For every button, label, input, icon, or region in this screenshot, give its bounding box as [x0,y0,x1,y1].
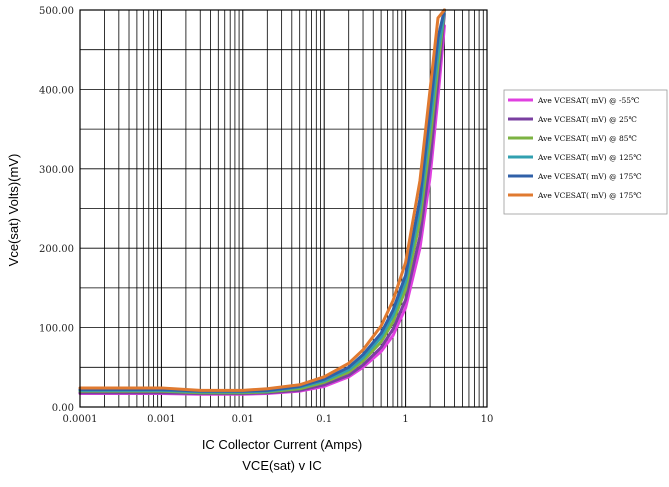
legend-box [503,89,668,215]
legend-label-2: Ave VCESAT( mV) @ 25℃ [537,115,637,124]
x-tick-label: 0.01 [232,414,254,425]
y-tick-label: 100.00 [39,324,74,335]
chart-title: VCE(sat) v IC [242,458,321,473]
legend-label-5: Ave VCESAT( mV) @ 175℃ [537,172,642,181]
y-tick-label: 0.00 [52,403,74,414]
x-tick-label: 10 [481,414,494,425]
plot-border [79,9,488,408]
grid [79,9,487,408]
y-tick-label: 300.00 [39,165,74,176]
legend-label-3: Ave VCESAT( mV) @ 85℃ [537,134,637,143]
series-line-6 [78,8,446,392]
x-tick-label: 0.0001 [63,414,98,425]
x-tick-labels: 0.0001 0.001 0.01 0.1 1 10 [63,414,494,425]
legend: Ave VCESAT( mV) @ -55℃ Ave VCESAT( mV) @ … [503,89,668,215]
x-tick-label: 0.001 [147,414,176,425]
x-tick-label: 0.1 [316,414,332,425]
y-tick-label: 200.00 [39,244,74,255]
x-tick-label: 1 [402,414,408,425]
legend-label-4: Ave VCESAT( mV) @ 125℃ [537,153,642,162]
x-axis-title: IC Collector Current (Amps) [202,437,362,452]
y-tick-label: 400.00 [39,85,74,96]
y-axis-title: Vce(sat) Volts)(mV) [6,154,21,267]
legend-label-6: Ave VCESAT( mV) @ 175℃ [537,191,642,200]
y-tick-labels: 0.00 100.00 200.00 300.00 400.00 500.00 [39,6,74,414]
legend-label-1: Ave VCESAT( mV) @ -55℃ [537,96,639,105]
series-layer [78,8,446,396]
y-tick-label: 500.00 [39,6,74,17]
